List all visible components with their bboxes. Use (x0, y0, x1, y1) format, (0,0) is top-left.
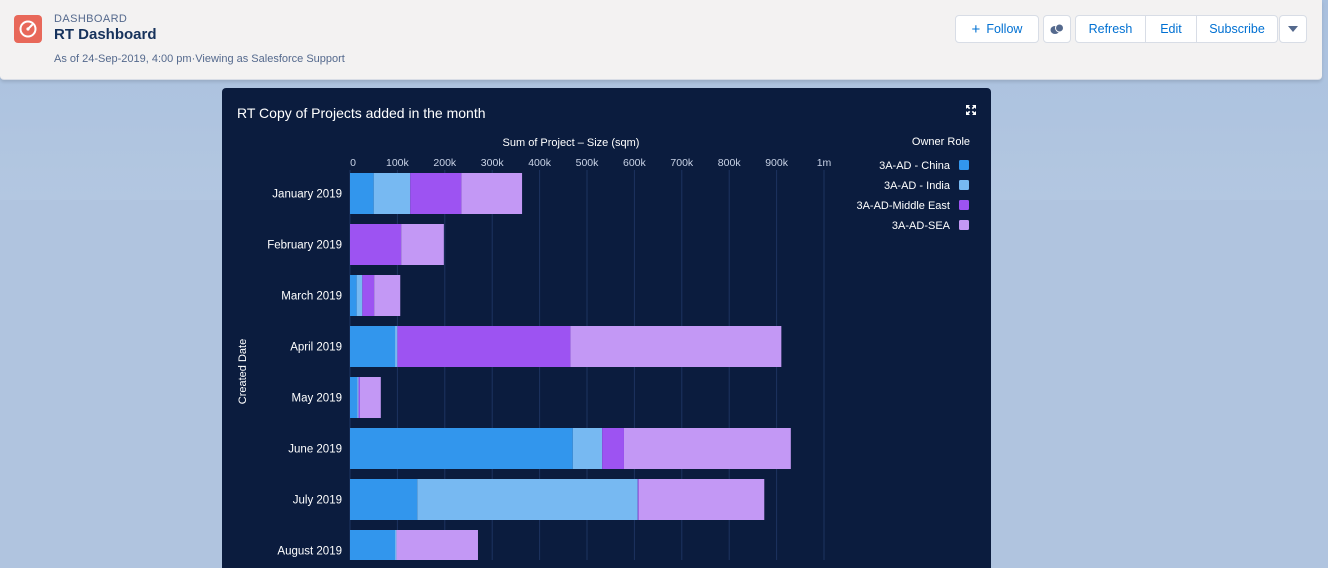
bar-segment (417, 479, 638, 520)
dashboard-icon (14, 15, 42, 43)
card-title: RT Copy of Projects added in the month (237, 105, 486, 121)
bar-segment (572, 428, 603, 469)
legend-label: 3A-AD - India (884, 180, 951, 192)
dashboard-component-card: RT Copy of Projects added in the month S… (222, 88, 991, 568)
y-category-label: February 2019 (267, 240, 342, 252)
x-tick-label: 400k (528, 157, 552, 169)
legend-swatch (959, 220, 969, 230)
more-actions-button[interactable] (1279, 15, 1307, 43)
x-tick-label: 1m (817, 157, 832, 169)
bar-segment (397, 326, 571, 367)
refresh-button[interactable]: Refresh (1075, 15, 1146, 43)
page-subtitle: As of 24-Sep-2019, 4:00 pm·Viewing as Sa… (54, 53, 345, 65)
page-eyebrow: DASHBOARD (54, 13, 128, 25)
legend-swatch (959, 180, 969, 190)
plus-icon: + (971, 20, 981, 38)
x-tick-label: 200k (433, 157, 457, 169)
legend-label: 3A-AD-SEA (892, 220, 951, 232)
dashboard-header: DASHBOARD RT Dashboard As of 24-Sep-2019… (0, 0, 1322, 80)
y-category-label: August 2019 (277, 546, 342, 558)
bar-segment (357, 377, 359, 418)
bar-segment (356, 275, 363, 316)
stacked-bar-chart: Sum of Project – Size (sqm) 0 100k 200k 300k… (237, 136, 970, 560)
share-button[interactable] (1043, 15, 1071, 43)
x-axis-title: Sum of Project – Size (sqm) (503, 137, 640, 149)
bar-segment (350, 224, 402, 265)
edit-button[interactable]: Edit (1145, 15, 1197, 43)
x-tick-label: 100k (386, 157, 410, 169)
bar-segment (570, 326, 782, 367)
x-tick-label: 600k (623, 157, 647, 169)
y-category-label: April 2019 (290, 342, 342, 354)
legend-label: 3A-AD - China (879, 160, 951, 172)
follow-button[interactable]: + Follow (955, 15, 1039, 43)
bar-segment (350, 275, 357, 316)
x-tick-label: 700k (670, 157, 694, 169)
bar-segment (350, 530, 396, 560)
y-category-label: January 2019 (272, 189, 342, 201)
bar-segment (461, 173, 523, 214)
bar-segment (350, 173, 374, 214)
bar-segment (359, 377, 381, 418)
share-icon (1050, 23, 1064, 34)
bar-segment (638, 479, 765, 520)
y-axis-title: Created Date (237, 339, 249, 404)
bar-segment (358, 377, 360, 418)
bar-segment (401, 224, 444, 265)
bar-segment (410, 173, 462, 214)
bar-segment (350, 326, 396, 367)
subscribe-button[interactable]: Subscribe (1196, 15, 1278, 43)
x-tick-label: 800k (718, 157, 742, 169)
bar-segment (637, 479, 639, 520)
y-category-label: March 2019 (281, 291, 342, 303)
bar-segment (373, 173, 411, 214)
chevron-down-icon (1288, 25, 1298, 32)
bar-segment (374, 275, 401, 316)
legend-swatch (959, 200, 969, 210)
y-category-label: May 2019 (291, 393, 342, 405)
bar-segment (395, 326, 398, 367)
bar-segment (350, 377, 358, 418)
legend-title: Owner Role (912, 136, 970, 148)
y-category-label: July 2019 (293, 495, 342, 507)
page-title: RT Dashboard (54, 26, 157, 43)
x-tick-label: 900k (765, 157, 789, 169)
expand-icon[interactable] (966, 105, 976, 115)
legend-swatch (959, 160, 969, 170)
x-tick-label: 300k (481, 157, 505, 169)
bar-segment (362, 275, 375, 316)
x-tick-label: 0 (350, 157, 356, 169)
y-category-label: June 2019 (288, 444, 342, 456)
bar-segment (602, 428, 624, 469)
bar-segment (395, 530, 397, 560)
x-tick-label: 500k (576, 157, 600, 169)
follow-label: Follow (986, 22, 1023, 36)
bar-segment (350, 479, 418, 520)
bar-segment (350, 428, 573, 469)
legend-label: 3A-AD-Middle East (856, 200, 950, 212)
bar-segment (396, 530, 478, 560)
bar-segment (623, 428, 791, 469)
